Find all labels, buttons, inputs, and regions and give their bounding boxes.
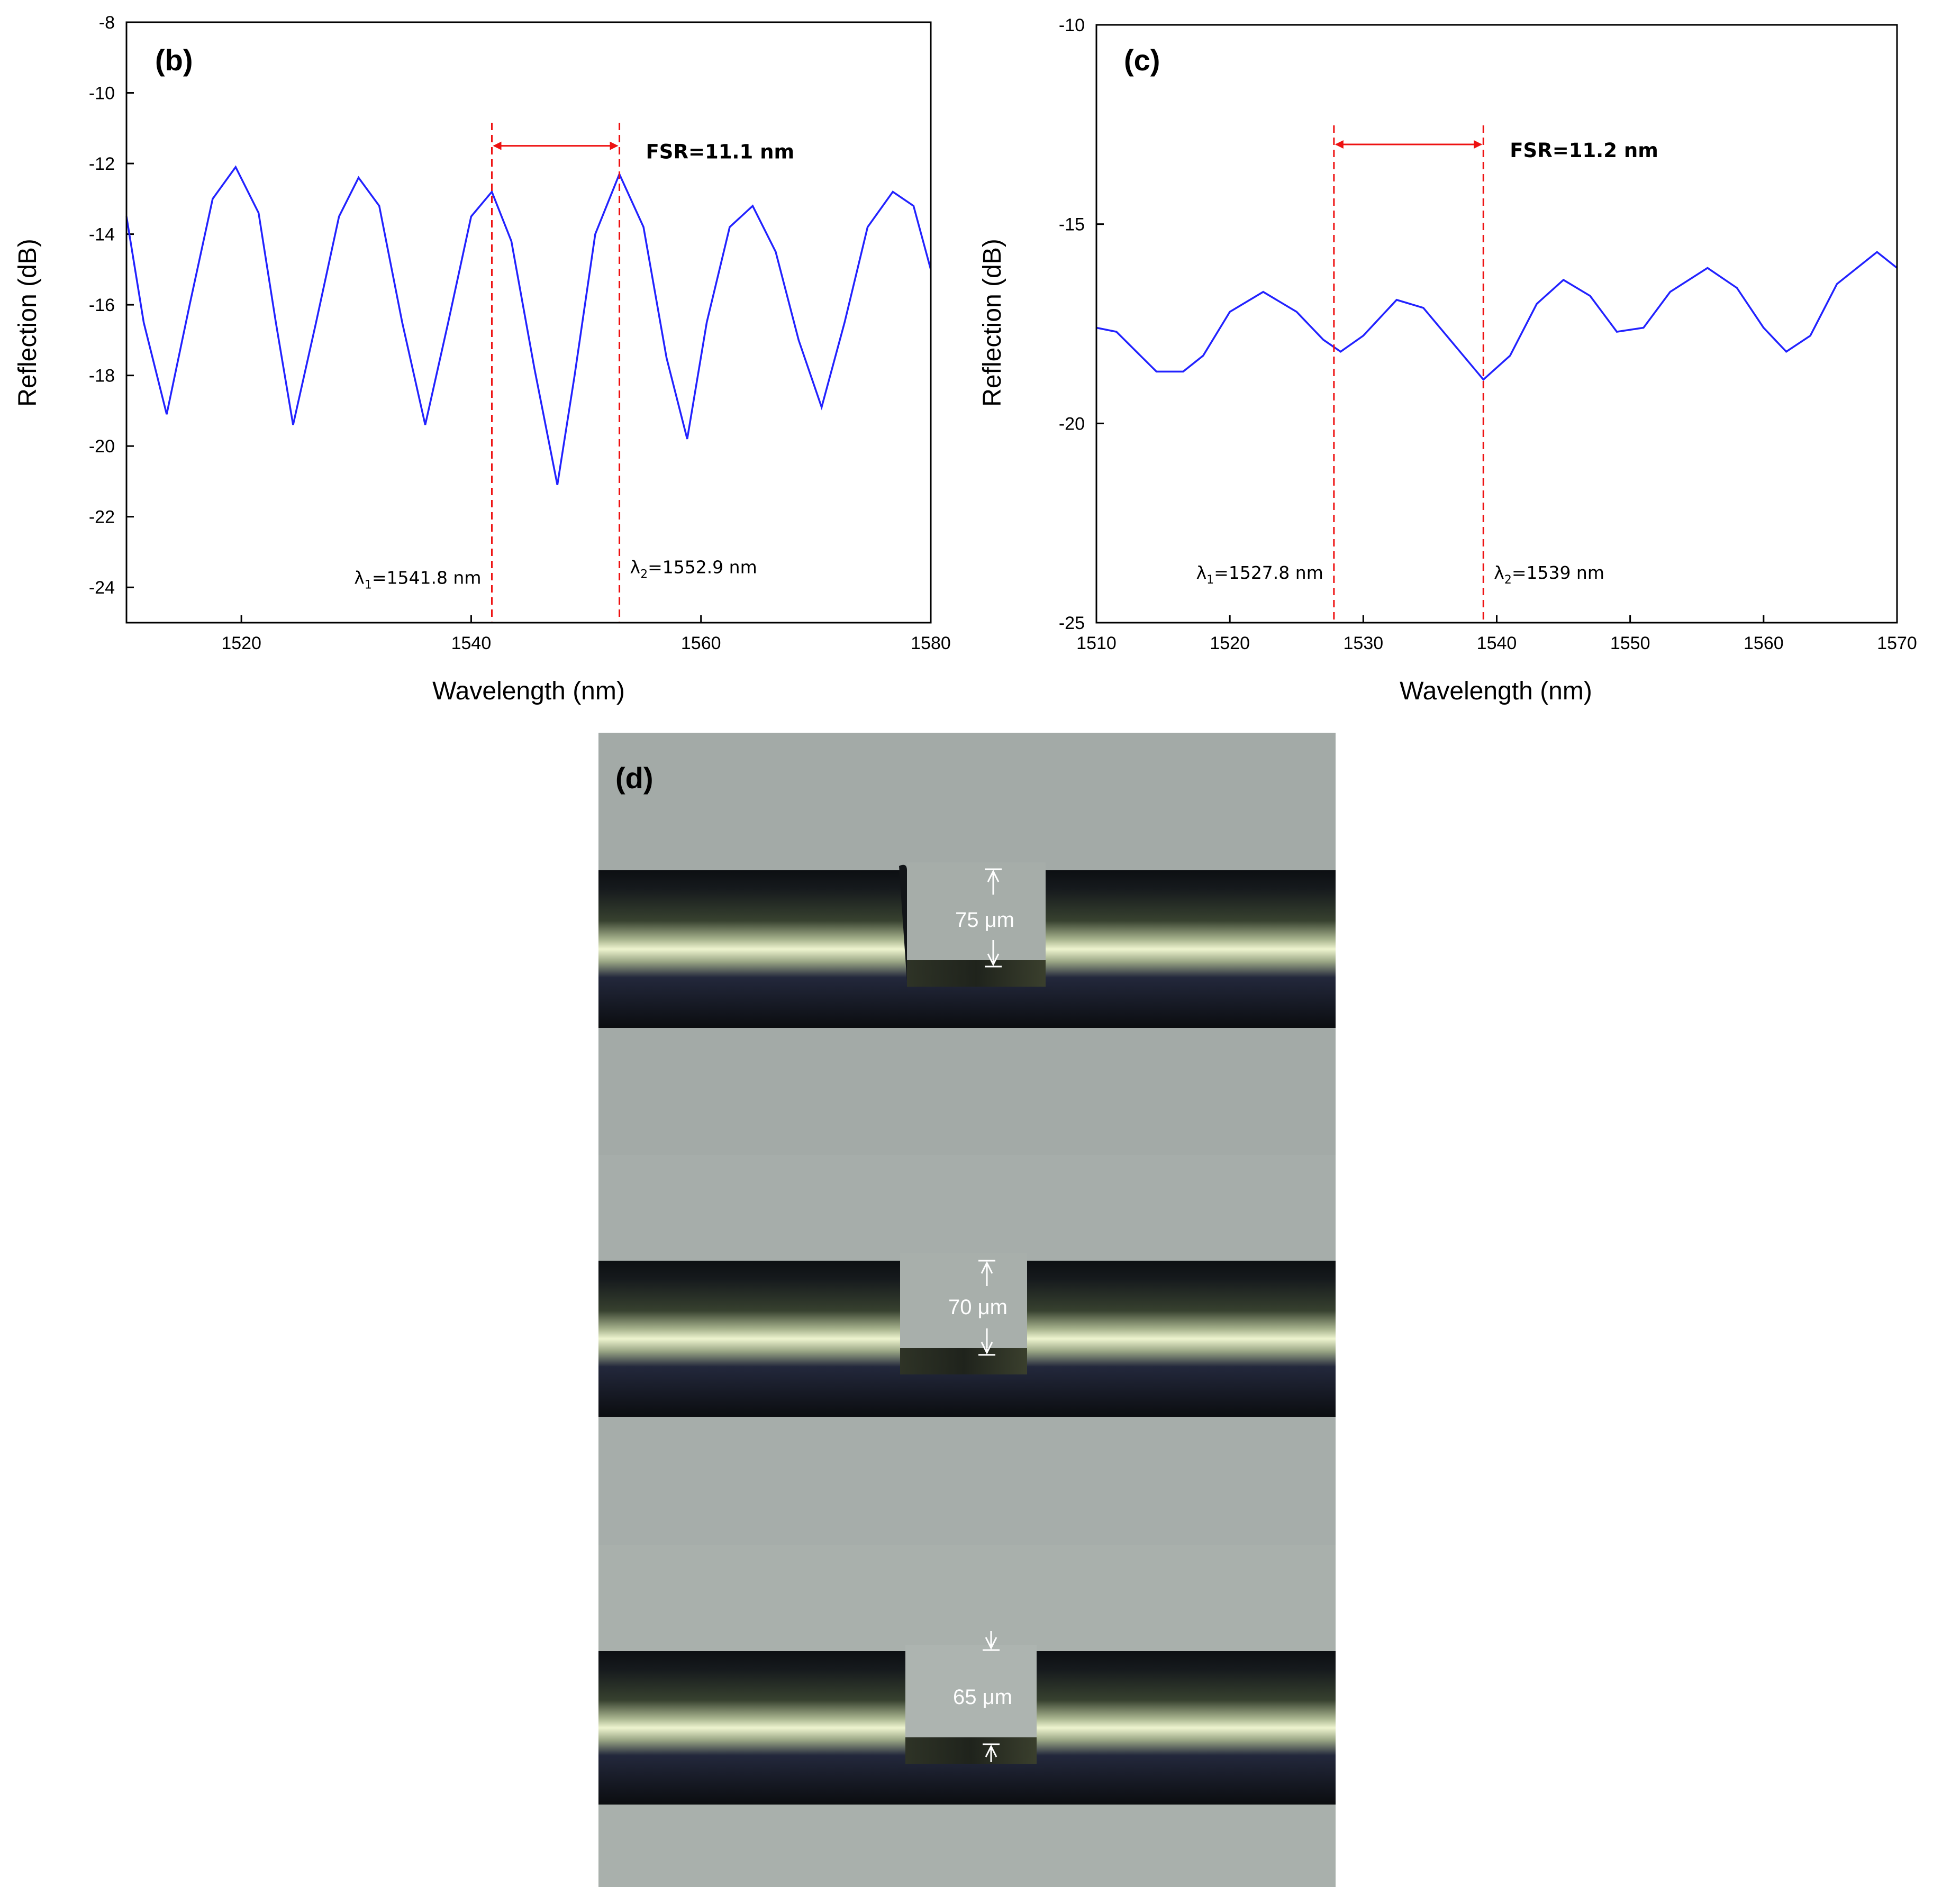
b-y-tick-label: -20 xyxy=(89,436,115,457)
c-y-tick-label: -15 xyxy=(1059,215,1085,235)
b-y-tick-label: -14 xyxy=(89,225,115,245)
chart-b-lambda2-label: λ2=1552.9 nm xyxy=(630,557,757,581)
c-x-tick-label: 1540 xyxy=(1477,633,1517,653)
chart-c-ticks: 1510 1520 1530 1540 1550 1560 1570 -25 -20 -15 -10 xyxy=(1059,15,1917,653)
chart-c-annotations xyxy=(1333,125,1484,623)
b-y-tick-label: -8 xyxy=(99,13,115,33)
chart-b-lambda1-label: λ1=1541.8 nm xyxy=(354,568,481,592)
c-x-tick-label: 1530 xyxy=(1344,633,1384,653)
b-y-tick-label: -24 xyxy=(89,578,115,598)
chart-b: 1520 1540 1560 1580 -24 -22 -20 -18 -16 -14 -12 -10… xyxy=(14,13,951,705)
c-x-tick-label: 1570 xyxy=(1877,633,1917,653)
micrograph-row-3: 65 μm xyxy=(598,1545,1336,1887)
chart-b-y-axis-label: Reflection (dB) xyxy=(14,239,42,406)
micrograph-panel-label: (d) xyxy=(615,761,654,795)
b-fsr-arrowhead-right xyxy=(610,141,619,150)
chart-c-x-axis-label: Wavelength (nm) xyxy=(1400,677,1592,705)
chart-b-panel-label: (b) xyxy=(155,43,193,77)
c-y-tick-label: -20 xyxy=(1059,414,1085,434)
b-x-tick-label: 1580 xyxy=(911,633,951,653)
micrograph-panel-d: 75 μm 70 μm 65 μm (d) xyxy=(598,733,1336,1887)
c-fsr-arrowhead-right xyxy=(1474,140,1483,149)
chart-c-lambda2-label: λ2=1539 nm xyxy=(1494,562,1604,587)
c-y-tick-label: -25 xyxy=(1059,613,1085,633)
b-y-tick-label: -12 xyxy=(89,154,115,174)
c-x-tick-label: 1520 xyxy=(1210,633,1250,653)
micrograph-row-2: 70 μm xyxy=(598,1155,1336,1545)
chart-c-lambda1-label: λ1=1527.8 nm xyxy=(1196,562,1323,587)
c-x-tick-label: 1550 xyxy=(1610,633,1650,653)
gap-depth-label-2: 70 μm xyxy=(948,1296,1008,1319)
b-y-tick-label: -22 xyxy=(89,507,115,527)
chart-b-ticks: 1520 1540 1560 1580 -24 -22 -20 -18 -16 -14 -12 -10… xyxy=(89,13,951,653)
b-x-tick-label: 1560 xyxy=(681,633,721,653)
gap-depth-label-3: 65 μm xyxy=(953,1686,1012,1709)
gap-depth-label-1: 75 μm xyxy=(955,908,1014,932)
b-fsr-arrowhead-left xyxy=(493,141,502,150)
chart-c-fsr-label: FSR=11.2 nm xyxy=(1510,139,1658,162)
b-y-tick-label: -18 xyxy=(89,366,115,386)
c-x-tick-label: 1510 xyxy=(1076,633,1117,653)
chart-b-fsr-label: FSR=11.1 nm xyxy=(646,141,794,163)
c-x-tick-label: 1560 xyxy=(1744,633,1784,653)
chart-b-annotations xyxy=(491,123,621,623)
chart-c-y-axis-label: Reflection (dB) xyxy=(978,239,1006,406)
chart-b-x-axis-label: Wavelength (nm) xyxy=(432,677,625,705)
b-y-tick-label: -10 xyxy=(89,84,115,104)
c-fsr-arrowhead-left xyxy=(1335,140,1344,149)
chart-c: 1510 1520 1530 1540 1550 1560 1570 -25 -20 -15 -10… xyxy=(978,15,1917,705)
notch-gap-3 xyxy=(905,1645,1037,1737)
chart-c-reflection-curve xyxy=(1096,251,1898,381)
c-y-tick-label: -10 xyxy=(1059,15,1085,35)
b-x-tick-label: 1540 xyxy=(451,633,492,653)
notch-gap-2 xyxy=(900,1253,1027,1348)
notch-gap-1 xyxy=(907,862,1046,960)
chart-b-plot-frame xyxy=(125,21,932,624)
chart-c-plot-frame xyxy=(1095,24,1898,624)
b-x-tick-label: 1520 xyxy=(221,633,261,653)
chart-c-panel-label: (c) xyxy=(1124,43,1160,77)
chart-b-reflection-curve xyxy=(125,165,932,485)
micrograph-row-1: 75 μm xyxy=(598,733,1336,1155)
b-y-tick-label: -16 xyxy=(89,295,115,315)
